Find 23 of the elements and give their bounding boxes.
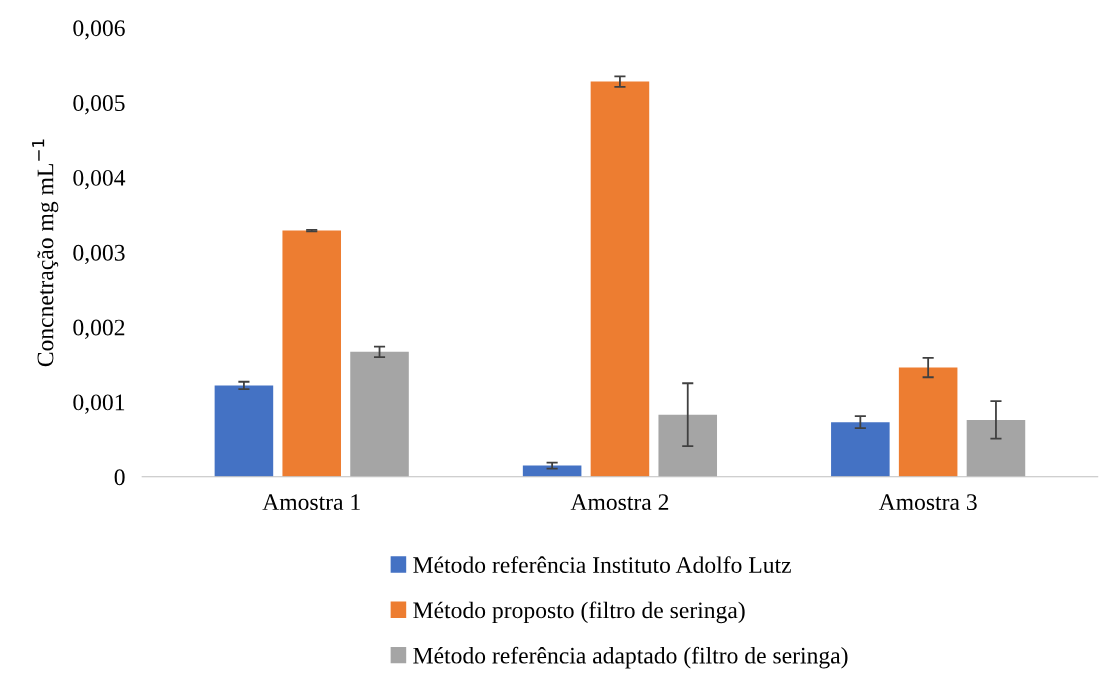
x-tick-label: Amostra 1 — [262, 494, 360, 511]
bar — [350, 351, 409, 477]
y-tick-label: 0,006 — [73, 20, 125, 40]
y-tick-label: 0,003 — [73, 244, 125, 265]
y-tick-label: 0,004 — [73, 169, 126, 190]
x-tick-label: Amostra 3 — [878, 494, 977, 511]
x-tick-label: Amostra 2 — [570, 494, 669, 511]
y-tick-label: 0,001 — [73, 394, 125, 414]
bar — [522, 465, 582, 477]
y-tick-label: 0,002 — [73, 319, 125, 339]
bar — [831, 422, 890, 477]
legend-label: Método referência adaptado (filtro de seringa) — [413, 646, 848, 669]
bar — [898, 367, 958, 477]
bar — [658, 414, 718, 477]
legend-label: Método proposto (filtro de seringa) — [413, 601, 745, 624]
y-tick-label: 0,005 — [73, 95, 125, 115]
y-axis-title: Concnetração mg mL$^{−1}$ — [32, 139, 59, 367]
bar — [214, 385, 274, 477]
bar — [966, 419, 1026, 477]
bar — [282, 230, 342, 477]
bar — [590, 81, 650, 477]
legend-label: Método referência Instituto Adolfo Lutz — [413, 556, 791, 574]
y-tick-label: 0 — [114, 469, 125, 486]
